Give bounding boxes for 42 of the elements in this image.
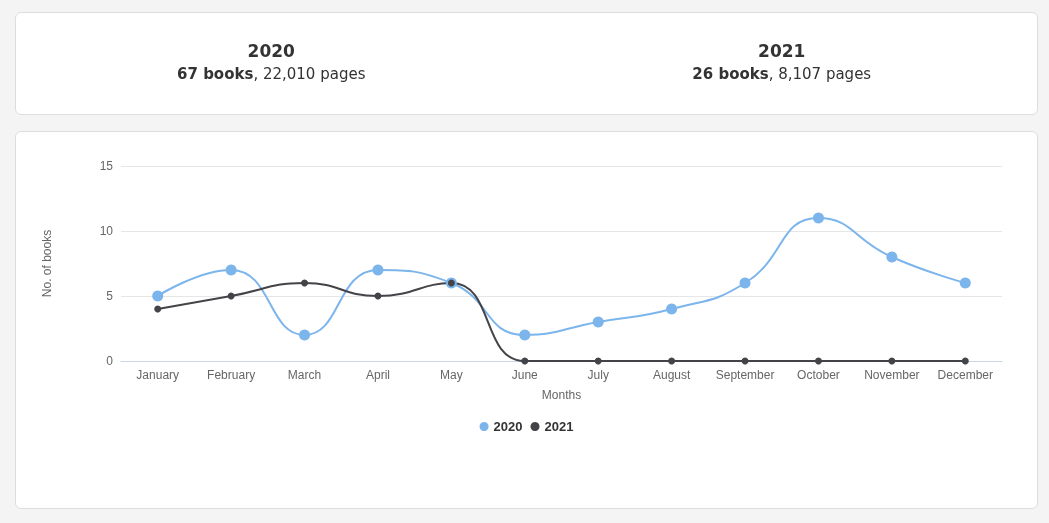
x-tick-label: April [365, 368, 390, 382]
point [154, 305, 162, 313]
point [225, 264, 237, 276]
point [519, 329, 531, 341]
legend-label: 2020 [493, 419, 523, 434]
x-tick-label: December [937, 368, 993, 382]
point [666, 303, 678, 315]
point [592, 316, 604, 328]
point [521, 357, 529, 365]
x-tick-label: March [287, 368, 322, 382]
y-tick-label: 0 [106, 354, 114, 368]
point [812, 212, 824, 224]
point [814, 357, 822, 365]
point [961, 357, 969, 365]
x-tick-label: June [511, 368, 539, 382]
point [152, 290, 164, 302]
text: 2020 [246, 41, 296, 61]
x-tick-label: November [864, 368, 920, 382]
y-axis-title: No. of books [40, 229, 54, 298]
y-tick-label: 5 [106, 289, 114, 303]
point [299, 329, 311, 341]
x-tick-label: October [797, 368, 840, 382]
text: 67 books, 22,010 pages [176, 65, 367, 83]
point [301, 279, 309, 287]
point [594, 357, 602, 365]
x-tick-label: January [136, 368, 180, 382]
x-tick-label: May [440, 368, 463, 382]
y-tick-label: 15 [99, 159, 114, 173]
point [372, 264, 384, 276]
x-tick-label: July [587, 368, 609, 382]
x-axis-title: Months [541, 388, 582, 402]
x-tick-label: September [715, 368, 775, 382]
x-tick-label: August [652, 368, 691, 382]
text: 2021 [757, 41, 807, 61]
y-tick-label: 10 [99, 224, 114, 238]
point [886, 251, 898, 263]
point [739, 277, 751, 289]
point [668, 357, 676, 365]
legend-label: 2021 [544, 419, 574, 434]
point [959, 277, 971, 289]
text: 26 books, 8,107 pages [691, 65, 873, 83]
x-tick-label: February [207, 368, 256, 382]
